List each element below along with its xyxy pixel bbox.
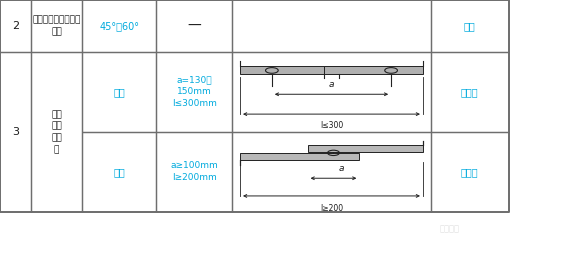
Text: 3: 3 [12,127,19,137]
Text: 剪刀撑斜杆与地面的
倾角: 剪刀撑斜杆与地面的 倾角 [32,16,81,36]
Text: 钢卷尺: 钢卷尺 [461,167,479,177]
Text: 角尺: 角尺 [464,21,476,31]
Text: a: a [339,164,344,173]
Text: 2: 2 [12,21,19,31]
Bar [240,153,359,160]
Text: l≥200: l≥200 [320,204,343,213]
Bar [308,145,423,152]
Text: 钢卷尺: 钢卷尺 [461,87,479,97]
Text: a: a [329,80,334,89]
Text: a≥100mm
l≥200mm: a≥100mm l≥200mm [170,161,218,182]
Text: 45°～60°: 45°～60° [99,21,139,31]
Text: 搭接: 搭接 [113,167,125,177]
FancyBboxPatch shape [0,0,509,212]
Text: 豆丁施工: 豆丁施工 [439,224,459,233]
Bar [240,67,339,75]
Text: a=130～
150mm
l≤300mm: a=130～ 150mm l≤300mm [172,76,217,108]
Text: —: — [187,19,201,33]
Text: 对接: 对接 [113,87,125,97]
Text: 脚手
板外
伸长
度: 脚手 板外 伸长 度 [51,110,62,154]
Text: l≤300: l≤300 [320,121,343,130]
Bar [324,67,423,75]
